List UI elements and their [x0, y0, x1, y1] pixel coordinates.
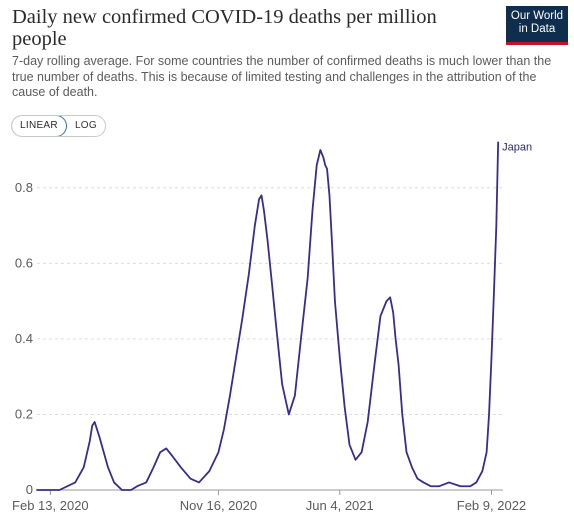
series-lines: [36, 141, 500, 491]
logo-accent-stripe: [506, 42, 568, 45]
y-tick-label: 0.4: [15, 331, 33, 346]
scale-toggle: LINEAR LOG: [11, 115, 106, 137]
series-line-japan: [36, 141, 500, 491]
x-tick-label: Jun 4, 2021: [306, 498, 374, 513]
linear-scale-button[interactable]: LINEAR: [11, 116, 67, 136]
y-tick-label: 0.8: [15, 180, 33, 195]
x-tick-label: Feb 13, 2020: [12, 498, 89, 513]
chart-subtitle: 7-day rolling average. For some countrie…: [12, 54, 552, 100]
grid-lines: [37, 187, 503, 415]
y-tick-label: 0.2: [15, 406, 33, 421]
chart-title: Daily new confirmed COVID-19 deaths per …: [12, 6, 437, 50]
logo-line-2: in Data: [518, 23, 556, 35]
chart-labels: 0 0.2 0.4 0.6 0.8 Feb 13, 2020 Nov 16, 2020 Jun…: [12, 141, 532, 513]
axes: [37, 489, 503, 495]
series-label-japan: Japan: [502, 141, 532, 153]
logo-line-1: Our World: [510, 10, 564, 22]
x-tick-label: Feb 9, 2022: [457, 498, 526, 513]
log-scale-button[interactable]: LOG: [74, 120, 97, 131]
y-tick-label: 0.6: [15, 255, 33, 270]
y-tick-label: 0: [26, 482, 33, 497]
owid-logo[interactable]: Our World in Data: [506, 6, 568, 45]
x-tick-label: Nov 16, 2020: [180, 498, 257, 513]
